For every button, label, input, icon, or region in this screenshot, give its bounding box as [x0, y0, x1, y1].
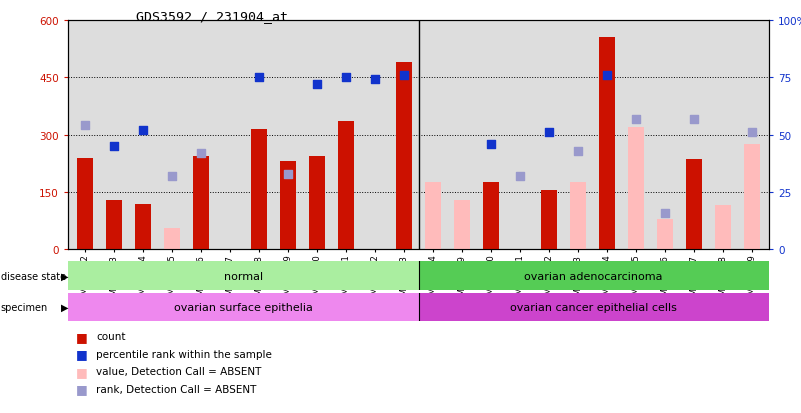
Bar [309, 156, 325, 250]
Point [311, 81, 324, 88]
Bar [252, 130, 268, 250]
Point [687, 116, 700, 123]
Text: GDS3592 / 231904_at: GDS3592 / 231904_at [136, 10, 288, 23]
Bar [418, 293, 769, 321]
Text: normal: normal [223, 271, 263, 281]
Point [397, 72, 410, 79]
Bar [570, 183, 586, 250]
Text: ovarian adenocarcinoma: ovarian adenocarcinoma [525, 271, 663, 281]
Text: count: count [96, 332, 126, 342]
Point [630, 116, 642, 123]
Point [601, 72, 614, 79]
Point [137, 127, 150, 134]
Bar [68, 262, 418, 290]
Point [282, 171, 295, 178]
Point [368, 77, 381, 83]
Bar [68, 293, 418, 321]
Point [166, 173, 179, 180]
Text: disease state: disease state [1, 271, 66, 281]
Text: ■: ■ [76, 347, 88, 361]
Text: ▶: ▶ [61, 271, 68, 281]
Text: percentile rank within the sample: percentile rank within the sample [96, 349, 272, 359]
Point [485, 141, 497, 148]
Point [108, 143, 121, 150]
Bar [396, 63, 412, 250]
Bar [483, 183, 499, 250]
Text: ■: ■ [76, 365, 88, 378]
Bar [418, 262, 769, 290]
Bar [714, 206, 731, 250]
Point [571, 148, 584, 154]
Point [79, 123, 92, 129]
Bar [135, 204, 151, 250]
Bar [686, 160, 702, 250]
Point [745, 130, 758, 136]
Bar [338, 122, 354, 250]
Point [513, 173, 526, 180]
Text: ■: ■ [76, 382, 88, 395]
Bar [425, 183, 441, 250]
Point [253, 75, 266, 81]
Point [340, 75, 352, 81]
Bar [193, 156, 209, 250]
Text: specimen: specimen [1, 302, 48, 312]
Text: ▶: ▶ [61, 302, 68, 312]
Bar [454, 200, 470, 250]
Bar [628, 128, 644, 250]
Point [542, 130, 555, 136]
Bar [541, 191, 557, 250]
Bar [164, 229, 180, 250]
Bar [599, 38, 614, 250]
Point [658, 210, 671, 216]
Text: ovarian surface epithelia: ovarian surface epithelia [174, 302, 312, 312]
Bar [743, 145, 759, 250]
Text: rank, Detection Call = ABSENT: rank, Detection Call = ABSENT [96, 384, 256, 394]
Bar [657, 219, 673, 250]
Bar [107, 200, 123, 250]
Bar [78, 158, 94, 250]
Point [195, 150, 207, 157]
Text: value, Detection Call = ABSENT: value, Detection Call = ABSENT [96, 366, 261, 376]
Bar [280, 162, 296, 250]
Text: ■: ■ [76, 330, 88, 343]
Text: ovarian cancer epithelial cells: ovarian cancer epithelial cells [510, 302, 677, 312]
